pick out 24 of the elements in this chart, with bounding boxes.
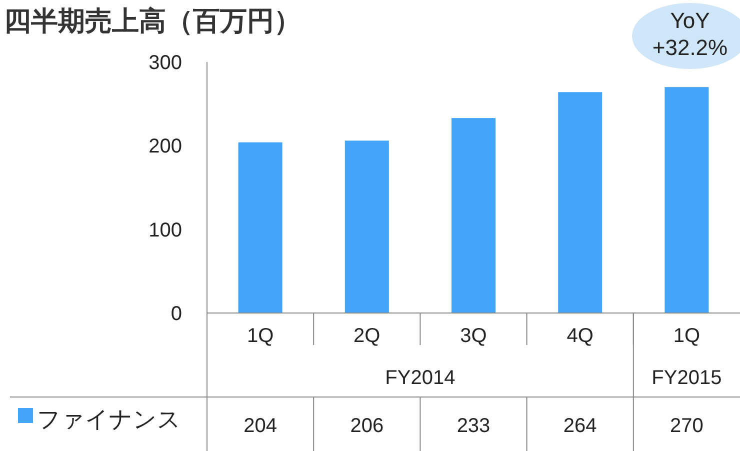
data-label: 206 (350, 415, 384, 437)
x-tick-label: 2Q (354, 325, 380, 347)
chart-title: 四半期売上高（百万円） (4, 6, 301, 36)
bar (452, 118, 496, 313)
x-tick-label: 1Q (246, 325, 274, 347)
y-tick-label: 300 (148, 52, 182, 74)
x-tick-label: 3Q (460, 325, 487, 347)
text: FY2015 (652, 367, 722, 389)
data-label: 204 (244, 415, 277, 437)
legend-label: ファイナンス (37, 406, 181, 432)
data-label: 233 (456, 415, 490, 437)
bar (558, 92, 602, 313)
y-tick-label: 200 (148, 136, 182, 158)
text: FY2014 (385, 367, 456, 389)
text: YoY +32.2% (652, 8, 728, 60)
y-tick-label: 0 (170, 303, 182, 325)
bar (664, 87, 709, 313)
data-label: 270 (670, 415, 704, 437)
x-tick-label: 1Q (673, 325, 700, 347)
x-tick-label: 4Q (566, 325, 594, 347)
y-tick-label: 100 (148, 219, 182, 242)
data-label: 264 (563, 415, 597, 437)
bar (344, 140, 389, 313)
bar (238, 142, 282, 313)
